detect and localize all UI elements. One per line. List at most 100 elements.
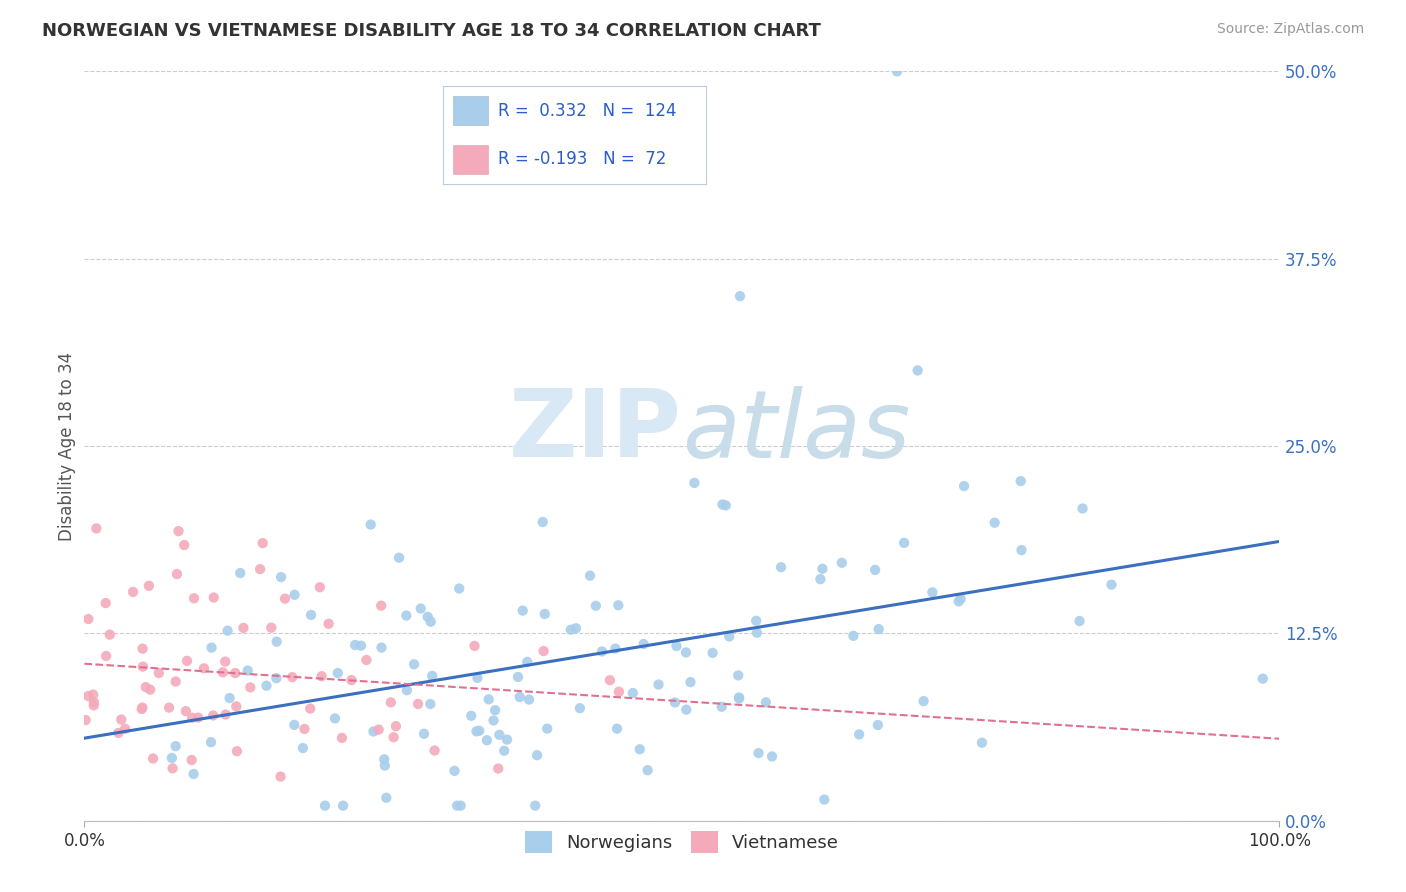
- Point: [200, 640, 222, 655]
- Point: [138, 579, 160, 593]
- Point: [728, 690, 751, 705]
- Point: [633, 637, 655, 651]
- Point: [363, 724, 385, 739]
- Point: [486, 762, 509, 776]
- Point: [460, 708, 482, 723]
- Point: [374, 758, 396, 772]
- Point: [350, 639, 373, 653]
- Point: [86, 521, 108, 535]
- Point: [314, 798, 336, 813]
- Point: [266, 671, 288, 685]
- Point: [94, 648, 117, 663]
- Point: [675, 645, 697, 659]
- Point: [98, 627, 121, 641]
- Point: [165, 739, 187, 753]
- Point: [728, 691, 751, 706]
- Text: atlas: atlas: [682, 385, 910, 476]
- Point: [607, 599, 630, 613]
- Point: [166, 567, 188, 582]
- Point: [863, 563, 886, 577]
- Point: [187, 710, 209, 724]
- Point: [526, 748, 548, 763]
- Point: [131, 641, 153, 656]
- Point: [229, 566, 252, 580]
- Point: [675, 703, 697, 717]
- Point: [356, 653, 378, 667]
- Point: [585, 599, 607, 613]
- Point: [157, 700, 180, 714]
- Point: [419, 615, 441, 629]
- Text: ZIP: ZIP: [509, 385, 682, 477]
- Point: [714, 499, 737, 513]
- Point: [340, 673, 363, 687]
- Point: [842, 629, 865, 643]
- Point: [77, 689, 100, 703]
- Point: [488, 728, 510, 742]
- Point: [1011, 543, 1033, 558]
- Point: [710, 699, 733, 714]
- Point: [727, 668, 749, 682]
- Point: [212, 665, 235, 680]
- Point: [308, 580, 330, 594]
- Point: [921, 585, 943, 599]
- Point: [132, 659, 155, 673]
- Point: [810, 572, 832, 586]
- Point: [131, 702, 153, 716]
- Point: [239, 681, 262, 695]
- Point: [142, 751, 165, 765]
- Point: [404, 657, 426, 672]
- Point: [449, 582, 471, 596]
- Point: [332, 798, 354, 813]
- Point: [291, 741, 314, 756]
- Point: [94, 596, 117, 610]
- Point: [683, 475, 706, 490]
- Point: [912, 694, 935, 708]
- Point: [202, 591, 225, 605]
- Point: [173, 538, 195, 552]
- Legend: Norwegians, Vietnamese: Norwegians, Vietnamese: [517, 824, 846, 860]
- Point: [607, 685, 630, 699]
- Point: [568, 701, 591, 715]
- Point: [419, 697, 441, 711]
- Point: [745, 625, 768, 640]
- Point: [868, 622, 890, 636]
- Point: [232, 621, 254, 635]
- Point: [224, 666, 246, 681]
- Point: [139, 682, 162, 697]
- Point: [579, 568, 602, 582]
- Point: [565, 621, 588, 635]
- Point: [176, 654, 198, 668]
- Point: [114, 722, 136, 736]
- Text: NORWEGIAN VS VIETNAMESE DISABILITY AGE 18 TO 34 CORRELATION CHART: NORWEGIAN VS VIETNAMESE DISABILITY AGE 1…: [42, 22, 821, 40]
- Point: [664, 696, 686, 710]
- Point: [311, 669, 333, 683]
- Point: [531, 515, 554, 529]
- Point: [131, 700, 153, 714]
- Point: [249, 562, 271, 576]
- Point: [318, 616, 340, 631]
- Point: [395, 683, 418, 698]
- Point: [148, 666, 170, 681]
- Point: [591, 644, 613, 658]
- Point: [413, 727, 436, 741]
- Point: [323, 711, 346, 725]
- Point: [281, 670, 304, 684]
- Point: [385, 719, 408, 733]
- Point: [886, 64, 908, 78]
- Point: [202, 708, 225, 723]
- Point: [647, 677, 669, 691]
- Point: [299, 607, 322, 622]
- Point: [467, 671, 489, 685]
- Point: [266, 634, 288, 648]
- Point: [299, 701, 322, 715]
- Point: [560, 623, 582, 637]
- Point: [755, 695, 778, 709]
- Point: [423, 743, 446, 757]
- Point: [1251, 672, 1274, 686]
- Point: [395, 608, 418, 623]
- Point: [482, 714, 505, 728]
- Point: [167, 524, 190, 538]
- Point: [294, 722, 316, 736]
- Point: [517, 692, 540, 706]
- Point: [637, 763, 659, 777]
